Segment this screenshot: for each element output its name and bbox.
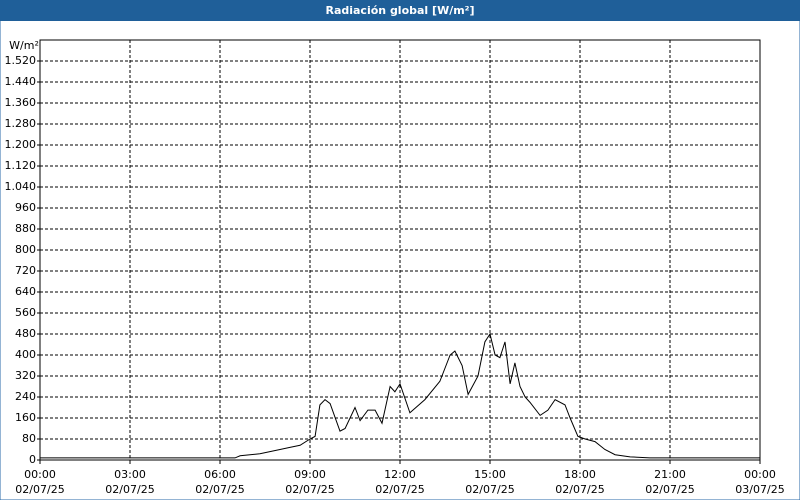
x-tick-date: 02/07/25 xyxy=(645,483,694,496)
y-unit: W/m² xyxy=(9,39,39,52)
x-tick-label: 12:00 xyxy=(384,468,416,481)
x-tick-label: 21:00 xyxy=(654,468,686,481)
y-tick-label: 1.120 xyxy=(5,159,37,172)
x-tick-date: 03/07/25 xyxy=(735,483,784,496)
y-tick-label: 1.040 xyxy=(5,180,37,193)
series-line xyxy=(40,332,760,459)
y-tick-label: 240 xyxy=(15,390,36,403)
x-tick-label: 00:00 xyxy=(24,468,56,481)
x-tick-date: 02/07/25 xyxy=(195,483,244,496)
y-tick-label: 480 xyxy=(15,327,36,340)
x-tick-label: 00:00 xyxy=(744,468,776,481)
x-tick-date: 02/07/25 xyxy=(375,483,424,496)
y-tick-label: 640 xyxy=(15,285,36,298)
y-tick-label: 1.520 xyxy=(5,54,37,67)
y-tick-label: 1.440 xyxy=(5,75,37,88)
y-tick-label: 1.360 xyxy=(5,96,37,109)
y-tick-label: 320 xyxy=(15,369,36,382)
x-tick-date: 02/07/25 xyxy=(105,483,154,496)
y-tick-label: 560 xyxy=(15,306,36,319)
plot-frame xyxy=(39,39,761,461)
x-tick-label: 18:00 xyxy=(564,468,596,481)
x-tick-label: 06:00 xyxy=(204,468,236,481)
x-tick-date: 02/07/25 xyxy=(465,483,514,496)
y-tick-label: 800 xyxy=(15,243,36,256)
x-tick-date: 02/07/25 xyxy=(555,483,604,496)
y-tick-label: 80 xyxy=(22,432,36,445)
x-tick-label: 09:00 xyxy=(294,468,326,481)
x-tick-label: 03:00 xyxy=(114,468,146,481)
y-tick-label: 720 xyxy=(15,264,36,277)
title-bar xyxy=(0,0,800,21)
y-tick-label: 880 xyxy=(15,222,36,235)
y-tick-label: 1.200 xyxy=(5,138,37,151)
y-tick-label: 1.280 xyxy=(5,117,37,130)
y-tick-label: 960 xyxy=(15,201,36,214)
x-tick-label: 15:00 xyxy=(474,468,506,481)
x-tick-date: 02/07/25 xyxy=(15,483,64,496)
x-tick-date: 02/07/25 xyxy=(285,483,334,496)
y-tick-label: 0 xyxy=(29,453,36,466)
chart-title: Radiación global [W/m²] xyxy=(325,4,474,17)
y-tick-label: 160 xyxy=(15,411,36,424)
y-tick-label: 400 xyxy=(15,348,36,361)
